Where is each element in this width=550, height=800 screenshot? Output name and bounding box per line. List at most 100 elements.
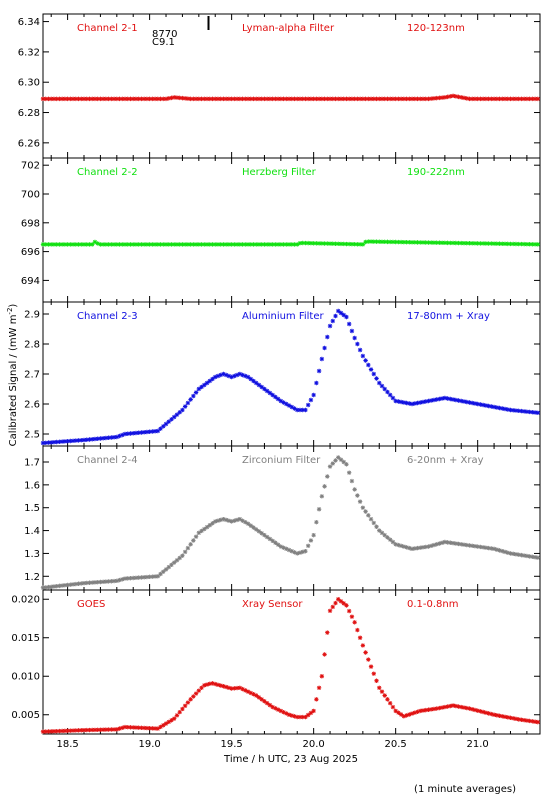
- data-point: [442, 395, 448, 401]
- data-point: [311, 392, 316, 398]
- active-region-label: 8770: [152, 29, 177, 40]
- data-point: [494, 713, 500, 718]
- panel-5: 0.005 0.010 0.015 0.020 GOES Xray Sensor 0.1-0…: [11, 589, 541, 750]
- data-point: [524, 553, 530, 559]
- data-point: [128, 242, 133, 247]
- data-point: [237, 96, 243, 102]
- data-point: [81, 727, 87, 733]
- data-point: [114, 434, 120, 440]
- data-point: [516, 717, 521, 722]
- data-point: [508, 96, 513, 102]
- data-point: [182, 404, 188, 409]
- data-point: [284, 711, 289, 716]
- data-point: [166, 242, 171, 247]
- data-point: [325, 334, 330, 340]
- data-point: [355, 341, 360, 347]
- data-point: [68, 242, 73, 247]
- data-point: [152, 574, 158, 579]
- data-point: [139, 430, 144, 435]
- data-point: [519, 717, 524, 722]
- data-point: [366, 96, 371, 102]
- data-point: [363, 96, 368, 102]
- data-point: [256, 695, 262, 700]
- data-point: [316, 507, 322, 512]
- data-point: [51, 584, 57, 589]
- data-point: [237, 685, 243, 690]
- data-point: [434, 542, 439, 547]
- data-point: [319, 674, 325, 679]
- data-point: [519, 408, 524, 414]
- data-point: [147, 726, 152, 731]
- data-point: [502, 406, 508, 412]
- data-point: [459, 398, 464, 404]
- data-point: [111, 96, 117, 102]
- data-point: [223, 242, 229, 247]
- data-point: [535, 555, 541, 560]
- data-point: [65, 582, 70, 588]
- data-point: [530, 242, 535, 247]
- data-point: [398, 399, 404, 405]
- data-point: [98, 96, 103, 102]
- data-point: [43, 440, 48, 445]
- data-point: [237, 371, 243, 377]
- data-point: [254, 380, 259, 386]
- data-point: [319, 96, 325, 102]
- data-point: [333, 313, 338, 319]
- data-point: [62, 439, 68, 444]
- data-point: [314, 241, 319, 246]
- data-point: [215, 373, 221, 379]
- data-point: [497, 713, 502, 718]
- panel-filter-label: Lyman-alpha Filter: [242, 23, 335, 34]
- data-point: [196, 530, 202, 536]
- data-point: [245, 374, 251, 380]
- series-points: [40, 455, 541, 590]
- data-point: [68, 438, 73, 444]
- data-point: [103, 242, 109, 247]
- data-point: [245, 689, 251, 694]
- data-point: [65, 728, 70, 733]
- data-point: [344, 96, 349, 102]
- data-point: [341, 601, 346, 606]
- data-point: [336, 597, 341, 602]
- data-point: [215, 96, 221, 102]
- data-point: [155, 574, 161, 579]
- data-point: [355, 493, 360, 498]
- data-point: [352, 96, 357, 102]
- data-point: [439, 705, 445, 710]
- data-point: [248, 690, 253, 696]
- data-point: [122, 724, 128, 730]
- data-point: [95, 579, 100, 585]
- data-point: [161, 723, 166, 728]
- data-point: [508, 715, 513, 721]
- data-point: [431, 397, 437, 403]
- y-axis-title-close: ): [8, 304, 19, 308]
- data-point: [407, 712, 412, 717]
- data-point: [456, 240, 461, 246]
- data-point: [404, 96, 409, 102]
- data-point: [248, 376, 253, 382]
- data-point: [90, 437, 95, 442]
- data-point: [382, 693, 387, 698]
- data-point: [360, 505, 366, 510]
- data-point: [51, 440, 57, 445]
- data-point: [368, 664, 374, 669]
- data-point: [259, 531, 264, 536]
- data-point: [188, 397, 193, 402]
- data-point: [262, 699, 267, 704]
- data-point: [407, 545, 412, 551]
- data-point: [297, 96, 303, 102]
- data-point: [204, 96, 210, 102]
- data-point: [513, 552, 519, 557]
- data-point: [177, 555, 182, 561]
- data-point: [437, 541, 442, 546]
- data-point: [59, 96, 65, 102]
- data-point: [431, 542, 437, 548]
- data-point: [387, 700, 393, 706]
- data-point: [267, 390, 273, 396]
- data-point: [360, 353, 366, 359]
- data-point: [445, 704, 450, 709]
- data-point: [199, 242, 204, 247]
- data-point: [423, 240, 428, 245]
- data-point: [314, 380, 319, 386]
- data-point: [278, 398, 284, 404]
